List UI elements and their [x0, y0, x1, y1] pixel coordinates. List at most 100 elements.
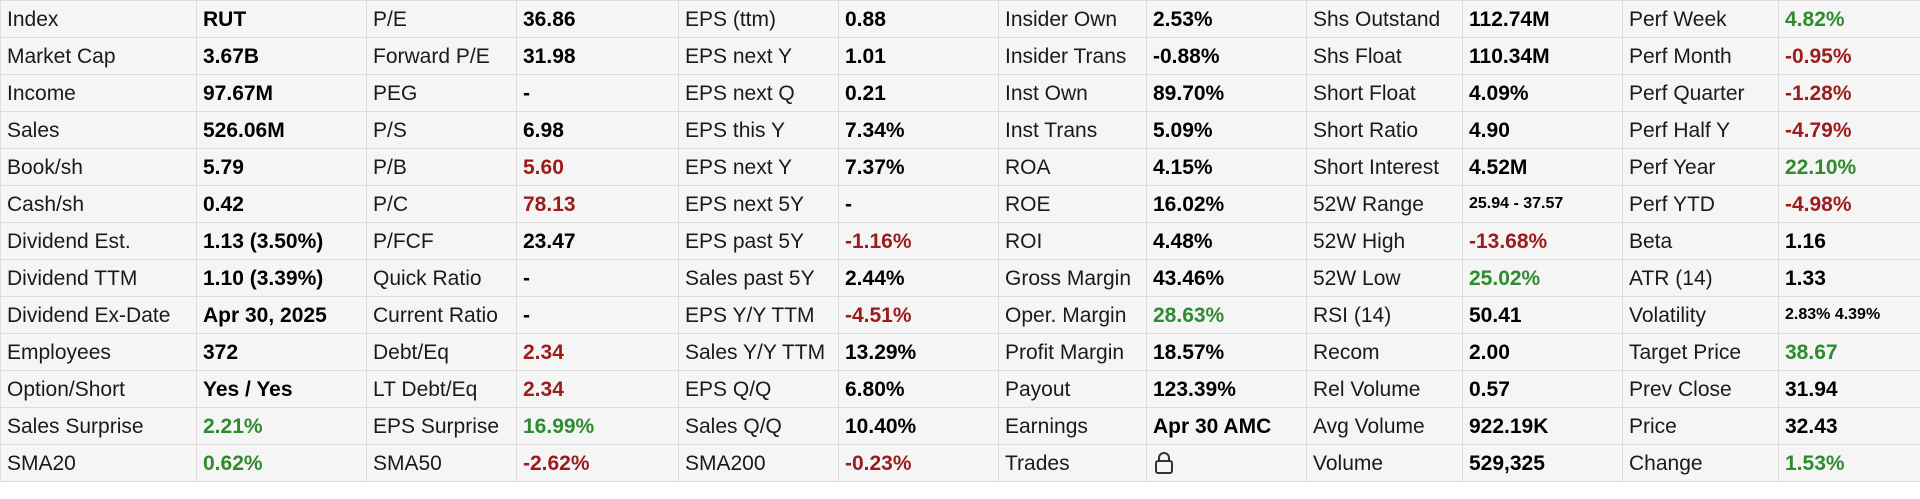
- value-forward-p-e: 31.98: [516, 37, 679, 75]
- table-row: Dividend TTM 1.10 (3.39%) Quick Ratio - Sale…: [0, 259, 1920, 297]
- label-dividend-ttm: Dividend TTM: [0, 259, 197, 297]
- value-gross-margin: 43.46%: [1146, 259, 1307, 297]
- label-perf-ytd: Perf YTD: [1622, 185, 1779, 223]
- value-perf-quarter: -1.28%: [1778, 74, 1920, 112]
- value-eps-next-y: 7.37%: [838, 148, 999, 186]
- label-p-s: P/S: [366, 111, 517, 149]
- value-inst-own: 89.70%: [1146, 74, 1307, 112]
- table-row: Dividend Ex-Date Apr 30, 2025 Current Rati…: [0, 296, 1920, 334]
- label-recom: Recom: [1306, 333, 1463, 371]
- label-sales: Sales: [0, 111, 197, 149]
- value-price: 32.43: [1778, 407, 1920, 445]
- value-lt-debt-eq: 2.34: [516, 370, 679, 408]
- table-row: Employees 372 Debt/Eq 2.34 Sales Y/Y TTM 13.2…: [0, 333, 1920, 371]
- label-earnings: Earnings: [998, 407, 1147, 445]
- value-sma20: 0.62%: [196, 444, 367, 482]
- label-perf-year: Perf Year: [1622, 148, 1779, 186]
- label-perf-quarter: Perf Quarter: [1622, 74, 1779, 112]
- value-avg-volume: 922.19K: [1462, 407, 1623, 445]
- label-inst-own: Inst Own: [998, 74, 1147, 112]
- value-recom: 2.00: [1462, 333, 1623, 371]
- value-beta: 1.16: [1778, 222, 1920, 260]
- value-sales-past-5y: 2.44%: [838, 259, 999, 297]
- label-beta: Beta: [1622, 222, 1779, 260]
- label-short-interest: Short Interest: [1306, 148, 1463, 186]
- value-profit-margin: 18.57%: [1146, 333, 1307, 371]
- label-eps-next-5y: EPS next 5Y: [678, 185, 839, 223]
- value-short-interest: 4.52M: [1462, 148, 1623, 186]
- label-index: Index: [0, 0, 197, 38]
- value-eps-next-q: 0.21: [838, 74, 999, 112]
- label-sma50: SMA50: [366, 444, 517, 482]
- value-rsi-14: 50.41: [1462, 296, 1623, 334]
- value-perf-week: 4.82%: [1778, 0, 1920, 38]
- value-perf-ytd: -4.98%: [1778, 185, 1920, 223]
- value-sales-y-y-ttm: 13.29%: [838, 333, 999, 371]
- value-p-e: 36.86: [516, 0, 679, 38]
- label-eps-this-y: EPS this Y: [678, 111, 839, 149]
- lock-icon[interactable]: [1153, 451, 1175, 475]
- value-eps-q-q: 6.80%: [838, 370, 999, 408]
- label-perf-week: Perf Week: [1622, 0, 1779, 38]
- label-cash-sh: Cash/sh: [0, 185, 197, 223]
- value-52w-low: 25.02%: [1462, 259, 1623, 297]
- value-insider-trans: -0.88%: [1146, 37, 1307, 75]
- label-income: Income: [0, 74, 197, 112]
- label-change: Change: [1622, 444, 1779, 482]
- label-payout: Payout: [998, 370, 1147, 408]
- value-52w-range: 25.94 - 37.57: [1462, 185, 1623, 223]
- label-eps-ttm: EPS (ttm): [678, 0, 839, 38]
- value-oper-margin: 28.63%: [1146, 296, 1307, 334]
- label-debt-eq: Debt/Eq: [366, 333, 517, 371]
- label-trades: Trades: [998, 444, 1147, 482]
- label-eps-q-q: EPS Q/Q: [678, 370, 839, 408]
- value-income: 97.67M: [196, 74, 367, 112]
- table-row: Index RUT P/E 36.86 EPS (ttm) 0.88 Insider Own…: [0, 0, 1920, 38]
- label-roi: ROI: [998, 222, 1147, 260]
- value-roe: 16.02%: [1146, 185, 1307, 223]
- value-payout: 123.39%: [1146, 370, 1307, 408]
- table-row: Book/sh 5.79 P/B 5.60 EPS next Y 7.37% ROA 4.15…: [0, 148, 1920, 186]
- label-atr-14: ATR (14): [1622, 259, 1779, 297]
- value-p-b: 5.60: [516, 148, 679, 186]
- value-eps-this-y: 7.34%: [838, 111, 999, 149]
- label-roe: ROE: [998, 185, 1147, 223]
- value-prev-close: 31.94: [1778, 370, 1920, 408]
- label-employees: Employees: [0, 333, 197, 371]
- value-eps-ttm: 0.88: [838, 0, 999, 38]
- table-row: Sales 526.06M P/S 6.98 EPS this Y 7.34% Inst T…: [0, 111, 1920, 149]
- value-shs-outstand: 112.74M: [1462, 0, 1623, 38]
- label-eps-next-q: EPS next Q: [678, 74, 839, 112]
- label-52w-low: 52W Low: [1306, 259, 1463, 297]
- table-row: Sales Surprise 2.21% EPS Surprise 16.99% Sal…: [0, 407, 1920, 445]
- value-target-price: 38.67: [1778, 333, 1920, 371]
- label-forward-p-e: Forward P/E: [366, 37, 517, 75]
- label-sma200: SMA200: [678, 444, 839, 482]
- label-eps-past-5y: EPS past 5Y: [678, 222, 839, 260]
- table-row: Option/Short Yes / Yes LT Debt/Eq 2.34 EPS Q…: [0, 370, 1920, 408]
- value-volume: 529,325: [1462, 444, 1623, 482]
- value-eps-past-5y: -1.16%: [838, 222, 999, 260]
- value-perf-half-y: -4.79%: [1778, 111, 1920, 149]
- label-sales-q-q: Sales Q/Q: [678, 407, 839, 445]
- label-lt-debt-eq: LT Debt/Eq: [366, 370, 517, 408]
- label-quick-ratio: Quick Ratio: [366, 259, 517, 297]
- label-perf-month: Perf Month: [1622, 37, 1779, 75]
- value-roa: 4.15%: [1146, 148, 1307, 186]
- label-target-price: Target Price: [1622, 333, 1779, 371]
- value-sma50: -2.62%: [516, 444, 679, 482]
- label-rsi-14: RSI (14): [1306, 296, 1463, 334]
- value-short-float: 4.09%: [1462, 74, 1623, 112]
- label-volume: Volume: [1306, 444, 1463, 482]
- table-row: Market Cap 3.67B Forward P/E 31.98 EPS next …: [0, 37, 1920, 75]
- label-p-fcf: P/FCF: [366, 222, 517, 260]
- label-inst-trans: Inst Trans: [998, 111, 1147, 149]
- value-atr-14: 1.33: [1778, 259, 1920, 297]
- label-sma20: SMA20: [0, 444, 197, 482]
- snapshot-table: Index RUT P/E 36.86 EPS (ttm) 0.88 Insider Own…: [0, 0, 1920, 482]
- label-eps-surprise: EPS Surprise: [366, 407, 517, 445]
- value-sales-surprise: 2.21%: [196, 407, 367, 445]
- label-sales-y-y-ttm: Sales Y/Y TTM: [678, 333, 839, 371]
- label-market-cap: Market Cap: [0, 37, 197, 75]
- label-profit-margin: Profit Margin: [998, 333, 1147, 371]
